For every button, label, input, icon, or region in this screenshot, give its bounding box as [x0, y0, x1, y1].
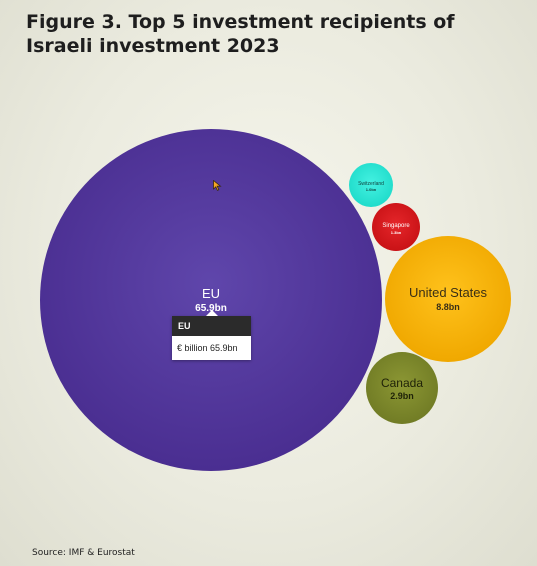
- source-note: Source: IMF & Eurostat: [32, 548, 135, 558]
- bubble-value-canada: 2.9bn: [390, 391, 414, 401]
- bubble-switzerland[interactable]: [349, 163, 393, 207]
- bubble-canada[interactable]: [366, 352, 438, 424]
- bubble-value-switzerland: 1.0bn: [366, 187, 377, 192]
- chart-title: Figure 3. Top 5 investment recipients of…: [26, 11, 455, 57]
- bubble-label-united-states: United States: [409, 285, 488, 300]
- tooltip-header: EU: [172, 316, 251, 336]
- tooltip-body: € billion 65.9bn: [172, 336, 251, 360]
- bubble-label-canada: Canada: [381, 376, 423, 390]
- bubble-singapore[interactable]: [372, 203, 420, 251]
- bubble-label-eu: EU: [202, 286, 220, 301]
- bubble-label-switzerland: Switzerland: [358, 181, 384, 187]
- tooltip-arrow: [206, 310, 218, 316]
- bubble-value-united-states: 8.8bn: [436, 302, 460, 312]
- bubble-label-singapore: Singapore: [382, 223, 410, 229]
- bubble-value-eu: 65.9bn: [195, 303, 227, 314]
- bubble-united-states[interactable]: [385, 236, 511, 362]
- bubble-eu[interactable]: [40, 129, 382, 471]
- chart-tooltip: EU € billion 65.9bn: [172, 310, 251, 360]
- mouse-pointer-icon: [213, 180, 222, 191]
- bubble-value-singapore: 1.3bn: [391, 230, 402, 235]
